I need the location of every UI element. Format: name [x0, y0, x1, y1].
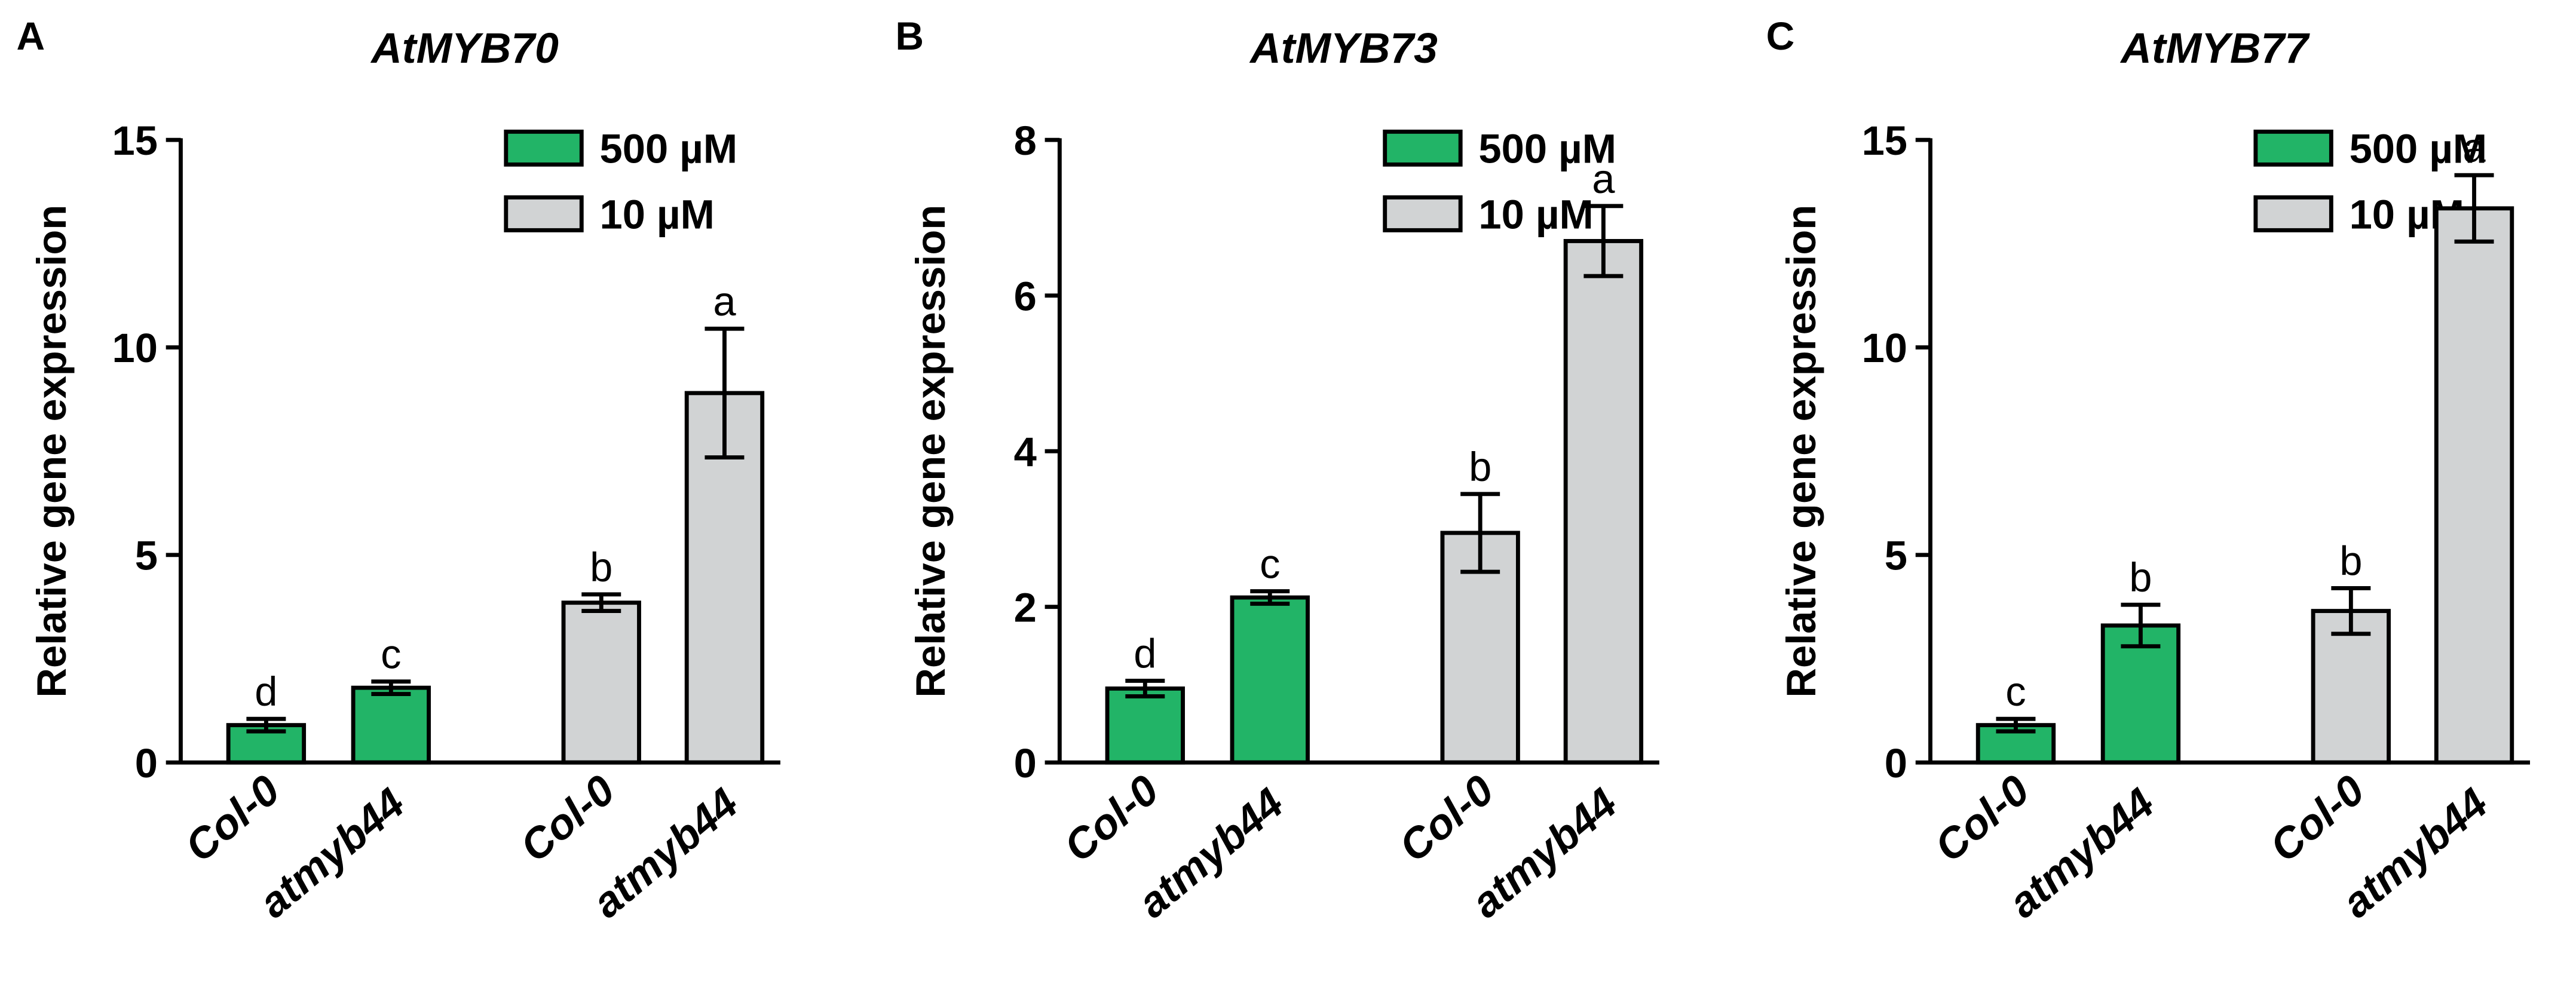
legend-label: 10 µM	[600, 192, 715, 238]
significance-letter: c	[2005, 669, 2026, 715]
bar	[2434, 206, 2514, 765]
bar	[561, 600, 641, 765]
error-bar	[705, 326, 745, 459]
y-axis-label: Relative gene expression	[1778, 205, 1824, 698]
y-tick-label: 5	[135, 533, 158, 579]
legend-label: 500 µM	[600, 126, 738, 172]
panel-label: B	[895, 14, 924, 58]
error-bar	[371, 679, 411, 696]
y-tick-label: 10	[1862, 325, 1907, 371]
legend-label: 10 µM	[1478, 192, 1593, 238]
legend-label: 500 µM	[1478, 126, 1616, 172]
bar	[1230, 595, 1310, 765]
bar	[2100, 623, 2181, 765]
error-bar	[581, 592, 621, 614]
significance-letter: d	[255, 669, 277, 715]
legend-swatch	[1383, 195, 1463, 232]
significance-letter: a	[1592, 156, 1615, 202]
significance-letter: b	[1469, 444, 1491, 490]
significance-letter: c	[1260, 541, 1280, 587]
chart-title: AtMYB70	[370, 24, 559, 72]
x-tick-label: Col-0	[1055, 766, 1168, 871]
significance-letter: a	[713, 278, 736, 324]
error-bar	[1583, 204, 1624, 278]
legend-swatch	[504, 129, 584, 167]
error-bar	[1250, 589, 1290, 606]
error-bar	[2331, 586, 2371, 636]
panel-label: C	[1766, 14, 1795, 58]
chart-title: AtMYB73	[1249, 24, 1438, 72]
y-tick-label: 0	[1014, 740, 1037, 786]
error-bar	[2454, 173, 2494, 244]
legend-swatch	[1383, 129, 1463, 167]
significance-letter: a	[2462, 125, 2486, 171]
y-tick-label: 10	[112, 325, 158, 371]
y-tick-label: 6	[1014, 273, 1037, 319]
significance-letter: b	[2339, 538, 2362, 584]
error-bar	[1996, 716, 2036, 734]
bar	[2311, 609, 2391, 765]
legend-swatch	[504, 195, 584, 232]
error-bar	[2121, 602, 2161, 649]
x-tick-label: Col-0	[511, 766, 624, 871]
significance-letter: c	[381, 632, 401, 678]
y-tick-label: 4	[1014, 429, 1037, 475]
significance-letter: b	[2129, 554, 2152, 600]
y-tick-label: 5	[1885, 533, 1907, 579]
x-tick-label: Col-0	[1926, 766, 2038, 871]
legend-swatch	[2253, 195, 2333, 232]
error-bar	[246, 716, 286, 734]
bar	[1563, 239, 1644, 765]
x-tick-label: Col-0	[2261, 766, 2373, 871]
y-tick-label: 0	[135, 740, 158, 786]
y-axis-label: Relative gene expression	[29, 205, 75, 698]
y-tick-label: 0	[1885, 740, 1907, 786]
y-tick-label: 2	[1014, 584, 1037, 630]
y-tick-label: 15	[112, 118, 158, 164]
legend-swatch	[2253, 129, 2333, 167]
error-bar	[1460, 492, 1500, 574]
significance-letter: b	[590, 544, 612, 590]
error-bar	[1125, 678, 1165, 698]
bar	[1105, 686, 1185, 765]
panel-label: A	[16, 14, 45, 58]
significance-letter: d	[1134, 630, 1156, 676]
chart-title: AtMYB77	[2119, 24, 2310, 72]
y-tick-label: 8	[1014, 118, 1037, 164]
x-tick-label: Col-0	[1390, 766, 1503, 871]
x-tick-label: Col-0	[176, 766, 289, 871]
legend-label: 500 µM	[2350, 126, 2488, 172]
bar	[351, 685, 431, 765]
y-tick-label: 15	[1862, 118, 1907, 164]
y-axis-label: Relative gene expression	[908, 205, 954, 698]
